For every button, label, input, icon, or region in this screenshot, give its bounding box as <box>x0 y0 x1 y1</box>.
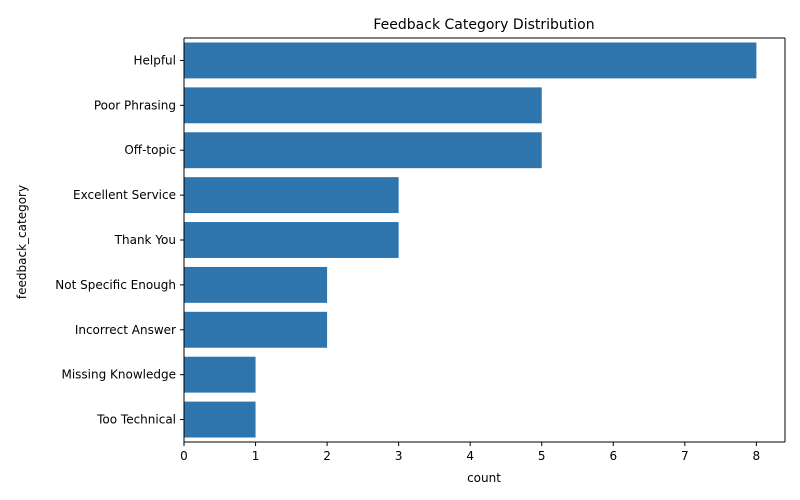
bar-helpful <box>184 42 757 79</box>
x-tick-label: 8 <box>753 449 761 463</box>
bar-excellent-service <box>184 177 399 214</box>
bar-incorrect-answer <box>184 311 328 348</box>
y-axis-label: feedback_category <box>15 185 29 299</box>
bar-thank-you <box>184 222 399 258</box>
bar-not-specific-enough <box>184 266 328 303</box>
y-tick-label: Off-topic <box>124 143 176 157</box>
bar-missing-knowledge <box>184 356 256 393</box>
bar-poor-phrasing <box>184 87 542 124</box>
chart-title: Feedback Category Distribution <box>373 17 594 33</box>
x-tick-label: 2 <box>323 449 331 463</box>
x-axis-ticks: 0 1 2 3 4 5 6 7 8 <box>180 442 760 463</box>
x-tick-label: 3 <box>395 449 403 463</box>
y-tick-label: Helpful <box>133 53 176 67</box>
y-axis-ticks: Helpful Poor Phrasing Off-topic Excellent S… <box>55 53 184 427</box>
y-tick-label: Incorrect Answer <box>75 323 176 337</box>
bar-off-topic <box>184 132 542 169</box>
bar-too-technical <box>184 401 256 438</box>
x-tick-label: 6 <box>609 449 617 463</box>
x-axis-label: count <box>467 471 501 485</box>
x-tick-label: 5 <box>538 449 546 463</box>
y-tick-label: Not Specific Enough <box>55 278 176 292</box>
y-tick-label: Poor Phrasing <box>94 98 176 112</box>
bars-group <box>184 42 757 438</box>
y-tick-label: Missing Knowledge <box>61 368 176 382</box>
x-tick-label: 4 <box>466 449 474 463</box>
y-tick-label: Excellent Service <box>73 188 176 202</box>
x-tick-label: 1 <box>252 449 260 463</box>
y-tick-label: Too Technical <box>96 413 176 427</box>
x-tick-label: 7 <box>681 449 689 463</box>
y-tick-label: Thank You <box>114 233 176 247</box>
x-tick-label: 0 <box>180 449 188 463</box>
